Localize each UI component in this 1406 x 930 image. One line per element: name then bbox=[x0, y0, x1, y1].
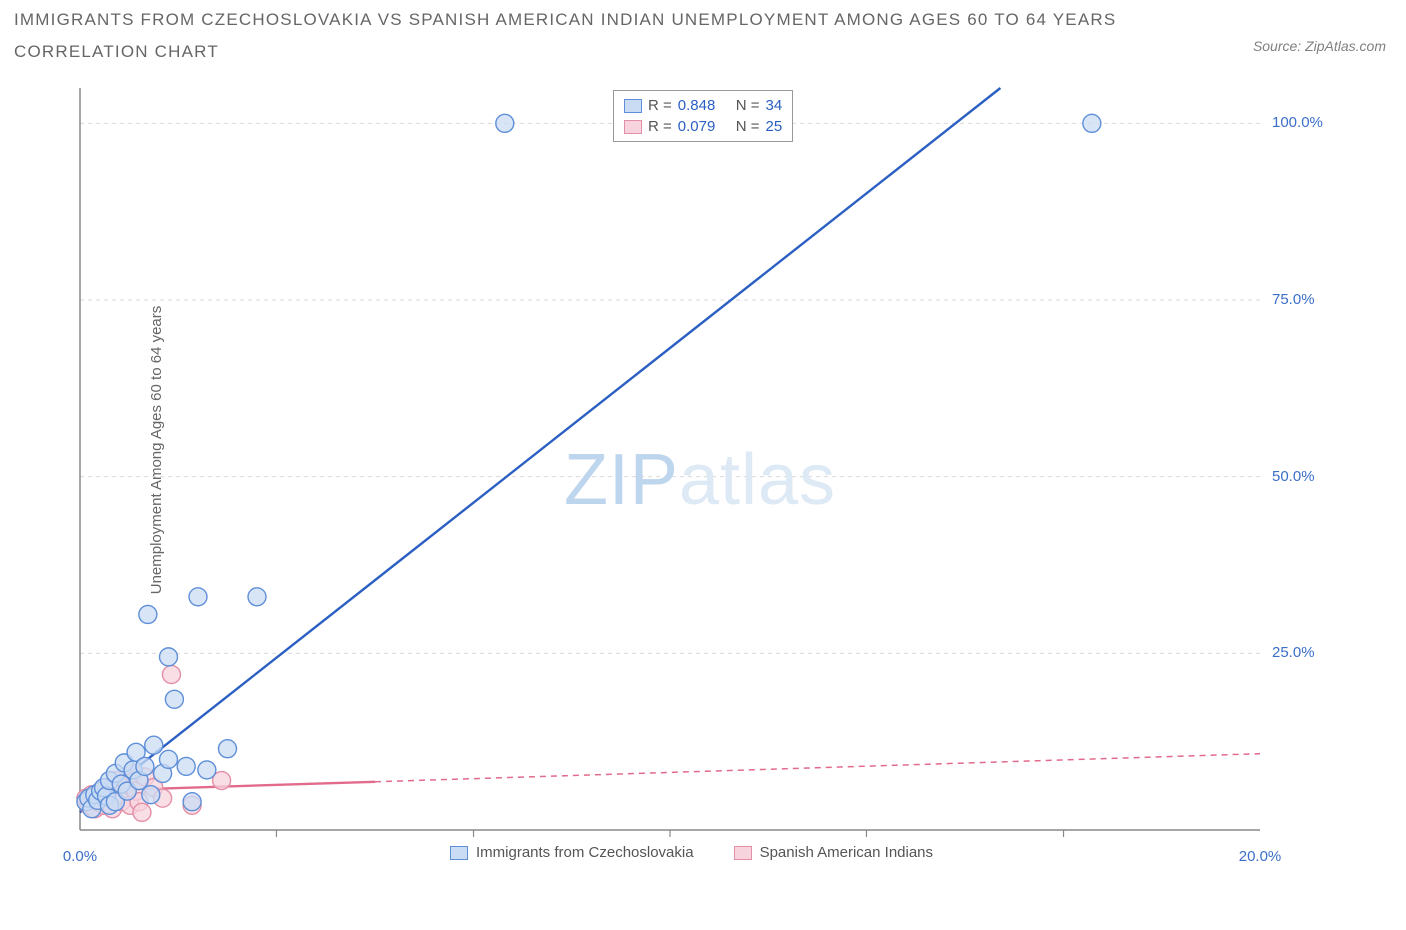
series-legend-label: Immigrants from Czechoslovakia bbox=[476, 844, 694, 861]
legend-r-label: R = bbox=[648, 97, 672, 114]
chart-title-line2: CORRELATION CHART bbox=[14, 42, 1116, 62]
legend-row: R = 0.079 N = 25 bbox=[624, 116, 782, 137]
chart-title-line1: IMMIGRANTS FROM CZECHOSLOVAKIA VS SPANIS… bbox=[14, 10, 1116, 30]
series-legend-item: Immigrants from Czechoslovakia bbox=[450, 844, 694, 861]
series-legend-label: Spanish American Indians bbox=[760, 844, 933, 861]
x-tick-label: 0.0% bbox=[63, 848, 97, 865]
legend-n-label: N = bbox=[736, 97, 760, 114]
plot-svg bbox=[60, 80, 1340, 880]
y-tick-label: 75.0% bbox=[1272, 291, 1332, 308]
legend-swatch bbox=[624, 99, 642, 113]
legend-swatch bbox=[734, 846, 752, 860]
series-legend-item: Spanish American Indians bbox=[734, 844, 933, 861]
legend-n-label: N = bbox=[736, 118, 760, 135]
legend-r-value: 0.848 bbox=[678, 97, 730, 114]
correlation-legend: R = 0.848 N = 34 R = 0.079 N = 25 bbox=[613, 90, 793, 142]
y-tick-label: 50.0% bbox=[1272, 468, 1332, 485]
legend-r-label: R = bbox=[648, 118, 672, 135]
legend-swatch bbox=[450, 846, 468, 860]
legend-r-value: 0.079 bbox=[678, 118, 730, 135]
legend-n-value: 25 bbox=[766, 118, 783, 135]
y-tick-label: 100.0% bbox=[1272, 114, 1332, 131]
x-tick-label: 20.0% bbox=[1239, 848, 1282, 865]
scatter-plot: ZIPatlas R =0.848N =34R =0.079N =25 Immi… bbox=[60, 80, 1340, 880]
legend-swatch bbox=[624, 120, 642, 134]
series-legend: Immigrants from Czechoslovakia Spanish Am… bbox=[450, 844, 933, 861]
source-attribution: Source: ZipAtlas.com bbox=[1253, 38, 1386, 54]
chart-title-block: IMMIGRANTS FROM CZECHOSLOVAKIA VS SPANIS… bbox=[14, 10, 1116, 62]
y-tick-label: 25.0% bbox=[1272, 644, 1332, 661]
legend-row: R = 0.848 N = 34 bbox=[624, 95, 782, 116]
legend-n-value: 34 bbox=[766, 97, 783, 114]
